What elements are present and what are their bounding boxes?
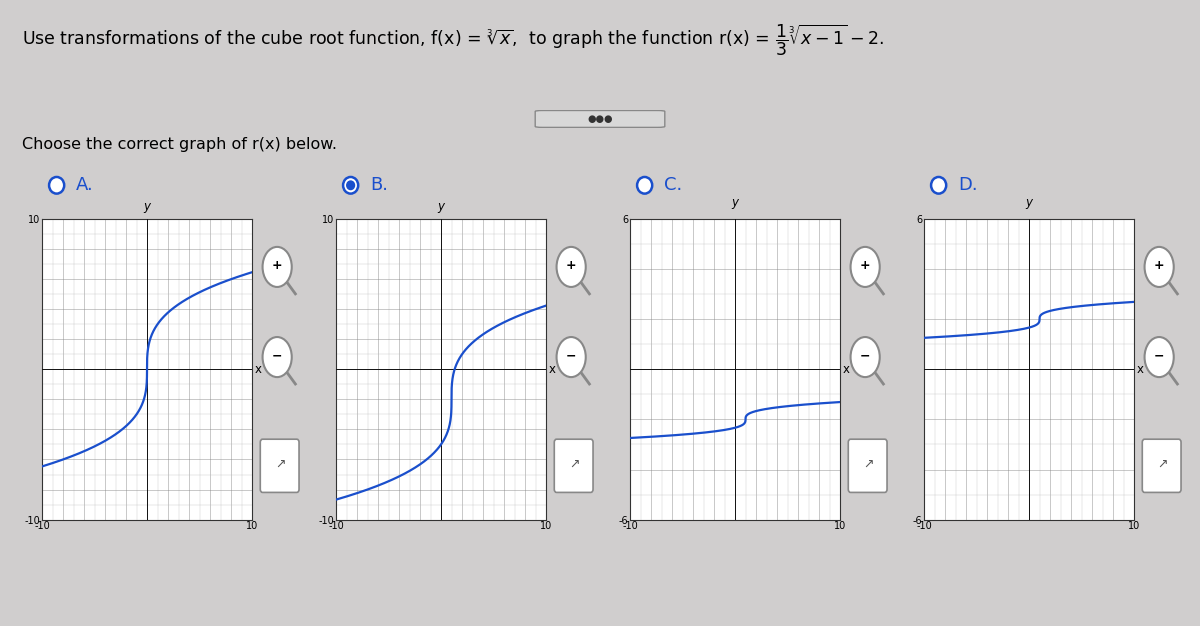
FancyBboxPatch shape bbox=[554, 439, 593, 493]
Text: ↗: ↗ bbox=[276, 458, 286, 471]
Text: Choose the correct graph of r(x) below.: Choose the correct graph of r(x) below. bbox=[22, 137, 336, 152]
FancyBboxPatch shape bbox=[260, 439, 299, 493]
Circle shape bbox=[557, 247, 586, 287]
Circle shape bbox=[1145, 247, 1174, 287]
Circle shape bbox=[851, 247, 880, 287]
Text: +: + bbox=[566, 259, 576, 272]
Text: −: − bbox=[272, 349, 282, 362]
Circle shape bbox=[343, 177, 358, 193]
Text: ↗: ↗ bbox=[570, 458, 580, 471]
Text: −: − bbox=[860, 349, 870, 362]
Text: y: y bbox=[1026, 196, 1032, 209]
Text: +: + bbox=[272, 259, 282, 272]
Text: −: − bbox=[1154, 349, 1164, 362]
Text: x: x bbox=[256, 363, 262, 376]
Text: C.: C. bbox=[664, 177, 683, 194]
Text: x: x bbox=[1138, 363, 1144, 376]
Text: ↗: ↗ bbox=[864, 458, 874, 471]
Text: x: x bbox=[550, 363, 556, 376]
Circle shape bbox=[637, 177, 653, 193]
Circle shape bbox=[347, 181, 354, 190]
Text: x: x bbox=[844, 363, 850, 376]
Text: +: + bbox=[1154, 259, 1164, 272]
FancyBboxPatch shape bbox=[848, 439, 887, 493]
Circle shape bbox=[49, 177, 65, 193]
Circle shape bbox=[851, 337, 880, 377]
Circle shape bbox=[931, 177, 947, 193]
Circle shape bbox=[263, 337, 292, 377]
Text: B.: B. bbox=[370, 177, 388, 194]
Text: A.: A. bbox=[76, 177, 94, 194]
Text: +: + bbox=[860, 259, 870, 272]
Text: −: − bbox=[566, 349, 576, 362]
Text: ●●●: ●●● bbox=[587, 114, 613, 124]
Text: D.: D. bbox=[958, 177, 978, 194]
FancyBboxPatch shape bbox=[1142, 439, 1181, 493]
Circle shape bbox=[557, 337, 586, 377]
Text: y: y bbox=[438, 200, 444, 213]
Text: y: y bbox=[732, 196, 738, 209]
FancyBboxPatch shape bbox=[535, 110, 665, 128]
Circle shape bbox=[263, 247, 292, 287]
Circle shape bbox=[1145, 337, 1174, 377]
Text: ↗: ↗ bbox=[1158, 458, 1168, 471]
Text: y: y bbox=[144, 200, 150, 213]
Text: Use transformations of the cube root function, f(x) = $\sqrt[3]{x}$,  to graph t: Use transformations of the cube root fun… bbox=[22, 23, 883, 58]
